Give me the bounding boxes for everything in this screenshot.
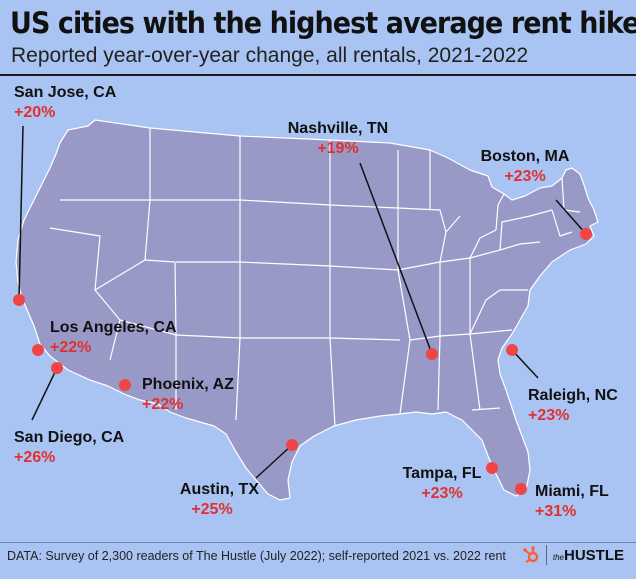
leader-san-diego: [31, 367, 58, 421]
marker-los-angeles: [32, 344, 44, 356]
brand-prefix: the: [552, 552, 564, 562]
data-source-note: DATA: Survey of 2,300 readers of The Hus…: [7, 549, 506, 563]
state-borders: [49, 128, 581, 427]
leader-nashville: [359, 162, 433, 355]
leader-san-jose: [18, 125, 24, 301]
city-markers: [13, 228, 592, 495]
city-name: San Jose, CA: [14, 84, 117, 101]
city-name: Boston, MA: [480, 148, 570, 165]
leader-raleigh: [511, 349, 539, 379]
brand-logo: theHUSTLE: [522, 545, 624, 565]
footer-divider: [0, 542, 636, 543]
label-boston: Boston, MA +23%: [458, 147, 592, 187]
marker-raleigh: [506, 344, 518, 356]
map-subtitle: Reported year-over-year change, all rent…: [11, 44, 529, 67]
city-name: Nashville, TN: [287, 120, 389, 137]
city-name: Raleigh, NC: [528, 387, 618, 404]
label-tampa: Tampa, FL +23%: [390, 464, 494, 504]
city-name: Tampa, FL: [402, 465, 482, 482]
city-name: Phoenix, AZ: [142, 376, 234, 393]
city-name: Austin, TX: [179, 481, 259, 498]
leader-austin: [255, 444, 293, 479]
marker-san-diego: [51, 362, 63, 374]
map-title: US cities with the highest average rent …: [10, 6, 636, 40]
city-name: Los Angeles, CA: [50, 319, 177, 336]
city-change: +31%: [535, 503, 577, 520]
label-miami: Miami, FL +31%: [535, 482, 609, 522]
city-change: +22%: [142, 396, 184, 413]
hubspot-sprocket-icon: [523, 546, 539, 563]
us-landmass: [15, 119, 599, 501]
brand-wordmark: theHUSTLE: [553, 547, 624, 564]
label-phoenix: Phoenix, AZ +22%: [142, 375, 234, 415]
city-name: San Diego, CA: [14, 429, 125, 446]
city-change: +23%: [528, 407, 570, 424]
label-san-diego: San Diego, CA +26%: [14, 428, 124, 468]
brand-separator: [545, 545, 547, 565]
label-los-angeles: Los Angeles, CA +22%: [50, 318, 177, 358]
marker-san-jose: [13, 294, 25, 306]
city-change: +23%: [421, 485, 463, 502]
city-change: +22%: [50, 339, 92, 356]
marker-tampa: [486, 462, 498, 474]
city-change: +19%: [317, 140, 359, 157]
leader-lines: [18, 125, 587, 479]
label-nashville: Nashville, TN +19%: [256, 119, 420, 159]
brand-name: HUSTLE: [564, 546, 624, 564]
header-divider: [0, 74, 636, 76]
marker-boston: [580, 228, 592, 240]
marker-nashville: [426, 348, 438, 360]
label-san-jose: San Jose, CA +20%: [14, 83, 116, 123]
label-raleigh: Raleigh, NC +23%: [528, 386, 618, 426]
leader-boston: [555, 199, 587, 235]
marker-phoenix: [119, 379, 131, 391]
city-change: +25%: [191, 501, 233, 518]
label-austin: Austin, TX +25%: [165, 480, 259, 520]
marker-austin: [286, 439, 298, 451]
city-change: +23%: [504, 168, 546, 185]
city-change: +20%: [14, 104, 56, 121]
city-change: +26%: [14, 449, 56, 466]
marker-miami: [515, 483, 527, 495]
city-name: Miami, FL: [535, 483, 609, 500]
